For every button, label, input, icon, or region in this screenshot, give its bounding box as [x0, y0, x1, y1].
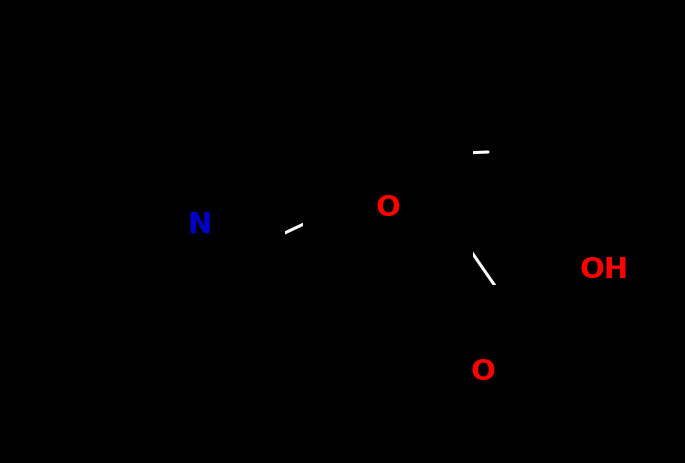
Text: O: O — [375, 194, 401, 222]
Text: N: N — [188, 154, 212, 182]
Text: O: O — [471, 358, 495, 386]
Text: N: N — [188, 211, 212, 239]
Text: OH: OH — [580, 256, 629, 284]
